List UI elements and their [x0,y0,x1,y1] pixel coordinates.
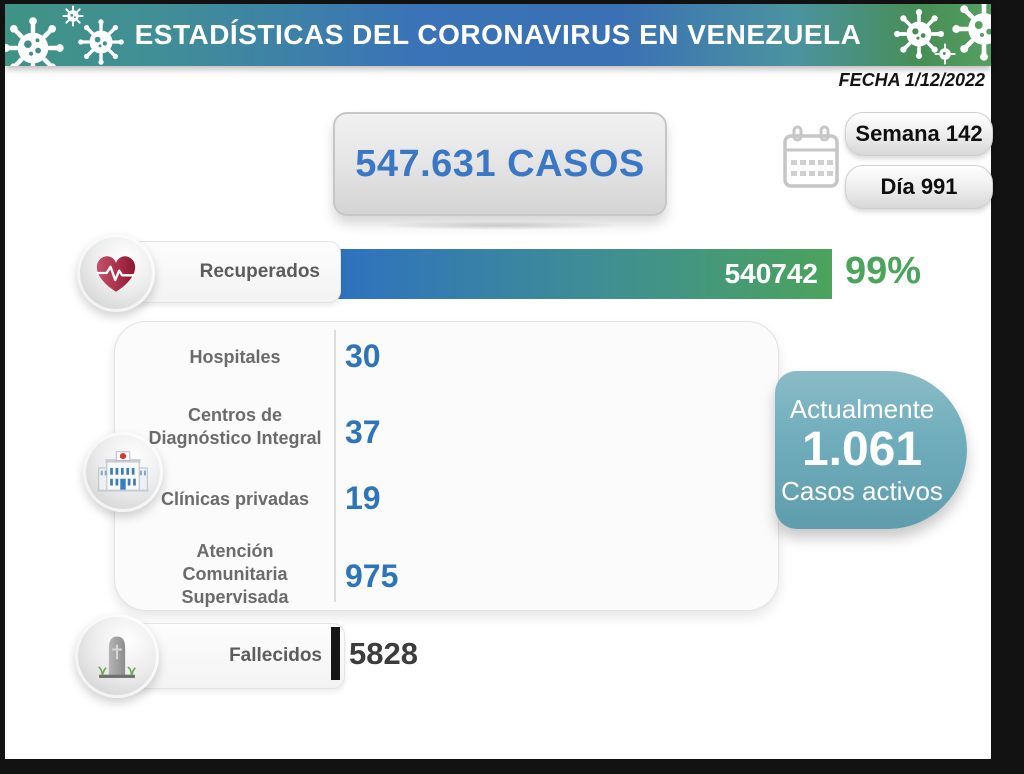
active-cases-box: Actualmente 1.061 Casos activos [775,371,967,529]
facilities-card: Hospitales 30 Centros de Diagnóstico Int… [114,321,779,611]
facility-label-atencion: Atención Comunitaria Supervisada [181,541,289,607]
recovered-badge [77,234,155,312]
facility-value-cdi: 37 [345,414,381,450]
hospital-icon [97,451,149,492]
virus-icon [952,4,991,61]
facility-label-clinicas: Clínicas privadas [160,489,310,509]
virus-icon [934,43,956,65]
day-label: Día 991 [880,174,958,199]
heart-pulse-icon [96,256,136,292]
virus-icon [5,17,64,66]
week-badge: Semana 142 [845,112,993,156]
virus-icon [894,9,944,59]
facilities-divider [334,330,336,602]
facility-label-cdi: Centros de Diagnóstico Integral [148,405,322,448]
calendar-icon [783,125,839,188]
total-cases-value: 547.631 CASOS [355,142,645,185]
active-cases-value: 1.061 [801,423,923,476]
virus-icon [78,19,124,65]
active-cases-line1: Actualmente [789,394,935,424]
date-label: FECHA 1/12/2022 [838,70,985,90]
recovered-bar: 540742 [332,249,832,299]
facilities-badge [83,432,163,512]
recovered-value: 540742 [724,258,818,289]
facility-value-hospitales: 30 [345,338,381,374]
deceased-badge [75,614,159,698]
header-banner: ESTADÍSTICAS DEL CORONAVIRUS EN VENEZUEL… [5,4,991,66]
week-label: Semana 142 [855,121,983,146]
active-cases-line2: Casos activos [781,476,943,506]
recovered-percent: 99% [845,250,922,292]
deceased-label: Fallecidos [229,645,322,666]
total-cases-box: 547.631 CASOS [333,112,667,230]
page-title: ESTADÍSTICAS DEL CORONAVIRUS EN VENEZUEL… [134,19,862,50]
deceased-bar [331,627,340,680]
day-badge: Día 991 [845,165,993,209]
deceased-value: 5828 [349,636,418,671]
facility-value-atencion: 975 [345,558,399,594]
facility-value-clinicas: 19 [345,480,381,516]
tombstone-icon [98,636,136,678]
facility-label-hospitales: Hospitales [189,347,281,367]
content-area: ESTADÍSTICAS DEL CORONAVIRUS EN VENEZUEL… [5,4,993,759]
virus-icon [62,5,84,27]
recovered-label: Recuperados [199,261,320,282]
